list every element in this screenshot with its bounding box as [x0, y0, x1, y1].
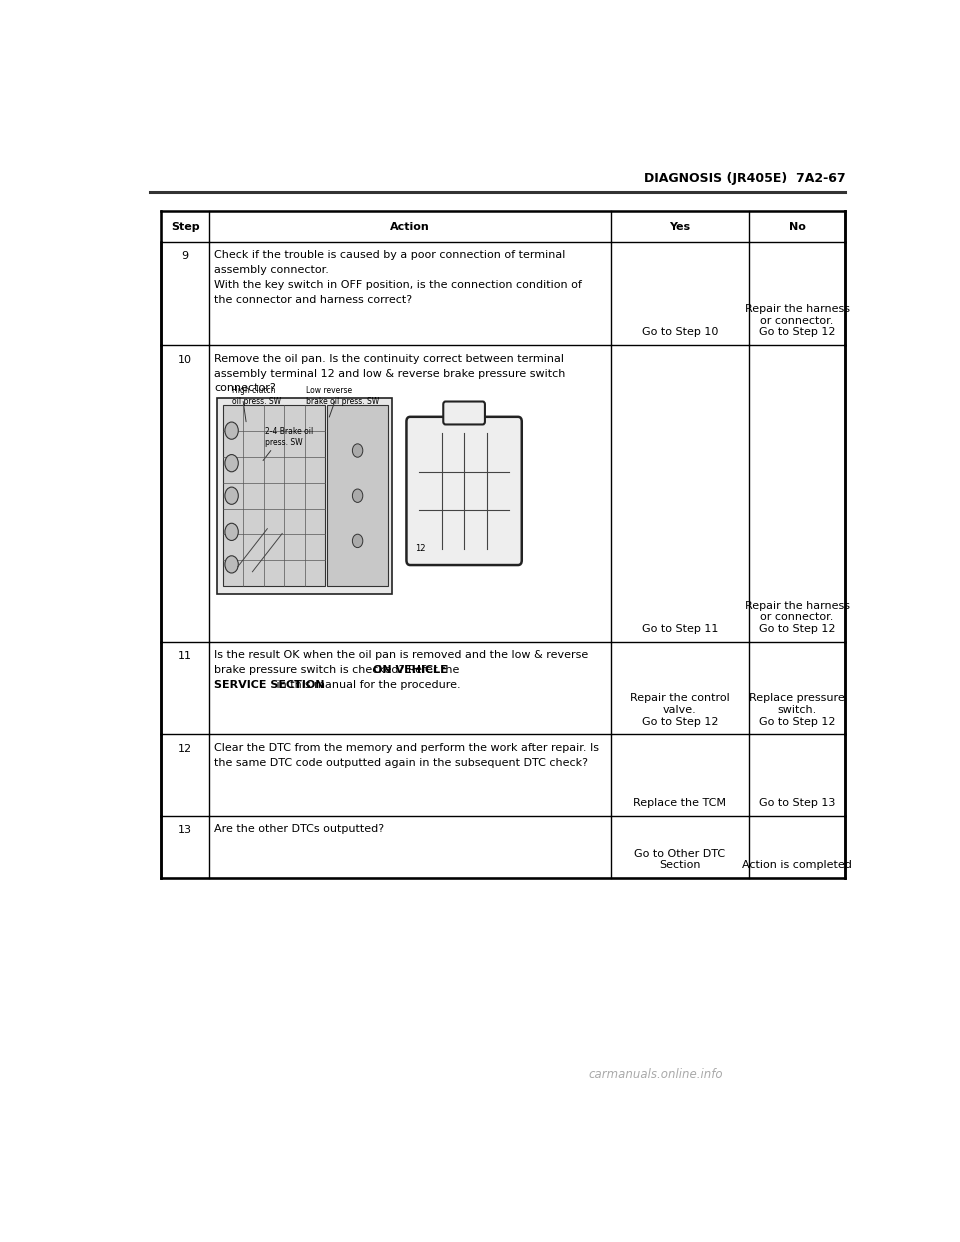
Text: Are the other DTCs outputted?: Are the other DTCs outputted? [214, 825, 385, 835]
Text: brake pressure switch is checked? Refer the: brake pressure switch is checked? Refer … [214, 664, 464, 674]
FancyBboxPatch shape [444, 401, 485, 425]
Circle shape [225, 555, 238, 573]
Bar [223, 405, 325, 586]
Text: 12: 12 [178, 744, 192, 754]
Text: 12: 12 [415, 544, 425, 553]
Text: Go to Other DTC
Section: Go to Other DTC Section [635, 848, 726, 871]
Text: 2-4 Brake oil: 2-4 Brake oil [265, 427, 313, 436]
Text: Is the result OK when the oil pan is removed and the low & reverse: Is the result OK when the oil pan is rem… [214, 650, 588, 661]
Text: Replace the TCM: Replace the TCM [634, 797, 727, 809]
Circle shape [352, 534, 363, 548]
Text: Repair the control
valve.
Go to Step 12: Repair the control valve. Go to Step 12 [630, 693, 730, 727]
Text: 11: 11 [179, 651, 192, 661]
Text: connector?: connector? [214, 384, 276, 394]
Text: the same DTC code outputted again in the subsequent DTC check?: the same DTC code outputted again in the… [214, 758, 588, 768]
Circle shape [225, 523, 238, 540]
Text: Go to Step 11: Go to Step 11 [641, 623, 718, 633]
Text: Action: Action [391, 221, 430, 231]
Text: Yes: Yes [669, 221, 690, 231]
Text: oil press. SW: oil press. SW [231, 397, 280, 406]
Text: Clear the DTC from the memory and perform the work after repair. Is: Clear the DTC from the memory and perfor… [214, 743, 599, 753]
Text: ON VEHICLE: ON VEHICLE [373, 664, 448, 674]
Circle shape [225, 487, 238, 504]
Circle shape [225, 422, 238, 440]
Text: 13: 13 [179, 825, 192, 835]
Text: No: No [788, 221, 805, 231]
Text: SERVICE SECTION: SERVICE SECTION [214, 679, 325, 689]
Text: the connector and harness correct?: the connector and harness correct? [214, 294, 413, 304]
Text: carmanuals.online.info: carmanuals.online.info [588, 1068, 723, 1082]
Circle shape [225, 455, 238, 472]
Text: Repair the harness
or connector.
Go to Step 12: Repair the harness or connector. Go to S… [745, 304, 850, 338]
Text: With the key switch in OFF position, is the connection condition of: With the key switch in OFF position, is … [214, 279, 583, 291]
FancyBboxPatch shape [406, 417, 522, 565]
Bar [327, 405, 388, 586]
Text: Remove the oil pan. Is the continuity correct between terminal: Remove the oil pan. Is the continuity co… [214, 354, 564, 364]
Bar [217, 397, 392, 594]
Circle shape [352, 443, 363, 457]
Text: Action is completed: Action is completed [742, 861, 852, 871]
Text: Go to Step 13: Go to Step 13 [758, 797, 835, 809]
Text: brake oil press. SW: brake oil press. SW [306, 397, 379, 406]
Text: assembly connector.: assembly connector. [214, 266, 329, 276]
Circle shape [352, 489, 363, 503]
Text: DIAGNOSIS (JR405E)  7A2-67: DIAGNOSIS (JR405E) 7A2-67 [644, 173, 846, 185]
Text: Low reverse: Low reverse [306, 386, 352, 395]
Text: Repair the harness
or connector.
Go to Step 12: Repair the harness or connector. Go to S… [745, 601, 850, 633]
Text: 10: 10 [179, 355, 192, 365]
Text: High clutch: High clutch [231, 386, 276, 395]
Text: 9: 9 [181, 251, 189, 261]
Text: Step: Step [171, 221, 200, 231]
Text: Replace pressure
switch.
Go to Step 12: Replace pressure switch. Go to Step 12 [749, 693, 845, 727]
Text: in this manual for the procedure.: in this manual for the procedure. [273, 679, 461, 689]
Text: press. SW: press. SW [265, 438, 302, 447]
Text: assembly terminal 12 and low & reverse brake pressure switch: assembly terminal 12 and low & reverse b… [214, 369, 565, 379]
Text: Go to Step 10: Go to Step 10 [641, 328, 718, 338]
Text: Check if the trouble is caused by a poor connection of terminal: Check if the trouble is caused by a poor… [214, 251, 565, 261]
